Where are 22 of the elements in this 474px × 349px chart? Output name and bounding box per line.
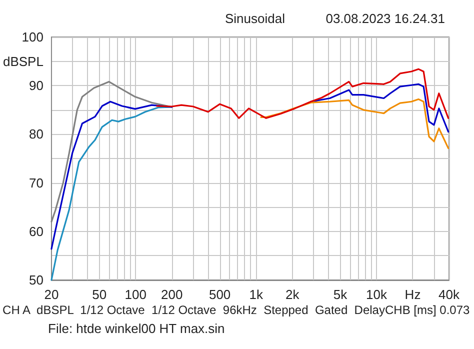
y-tick-label: 80 <box>29 126 44 142</box>
y-tick-label: 60 <box>29 224 44 239</box>
x-tick-label: 50 <box>92 287 107 302</box>
text: File: htde winkel00 HT max.sin <box>48 321 225 336</box>
x-tick-label: 500 <box>208 287 231 302</box>
x-tick-label: 1k <box>249 287 264 302</box>
x-tick-label: 20 <box>44 287 59 302</box>
chart-title: Sinusoidal <box>225 11 286 26</box>
x-tick-label: Hz <box>404 287 421 302</box>
x-tick-label: 200 <box>161 287 183 302</box>
y-tick-label: 70 <box>29 175 44 190</box>
x-tick-label: 2k <box>285 287 300 302</box>
y-tick-label: 50 <box>29 272 44 288</box>
text: CH A dBSPL 1/12 Octave 1/12 Octave 96kHz Stepped Gated DelayCHB [ms] 0.073 <box>2 303 470 317</box>
x-tick-label: 10k <box>366 287 388 302</box>
x-tick-label: 100 <box>124 287 146 302</box>
x-tick-label: 40k <box>438 287 460 302</box>
x-tick-label: 5k <box>333 287 348 302</box>
chart-subtitle: 03.08.2023 16.24.31 <box>326 11 445 26</box>
y-tick-label: 90 <box>29 78 44 94</box>
y-tick-label: 100 <box>22 30 44 44</box>
y-tick-label: dBSPL <box>2 54 44 69</box>
